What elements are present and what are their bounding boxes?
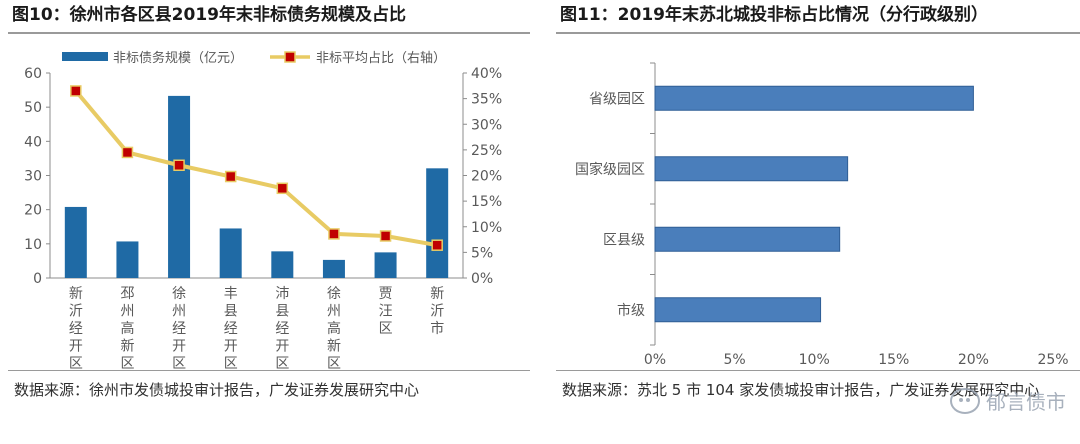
legend-bar-label: 非标债务规模（亿元）	[113, 50, 243, 66]
right-title-rule	[556, 32, 1080, 34]
y-category-label-2: 国家级园区	[575, 161, 645, 178]
ratio-marker-5	[276, 182, 289, 195]
bar-7	[374, 252, 397, 278]
left-bottom-rule	[8, 370, 530, 371]
right-y-tick-label: 15%	[471, 194, 502, 210]
bar-2	[116, 241, 139, 278]
wechat-icon	[950, 387, 980, 414]
legend-line-marker	[284, 51, 296, 63]
ratio-marker-4	[224, 170, 237, 183]
bar-6	[322, 259, 345, 278]
y-category-label-4: 市级	[617, 302, 645, 319]
right-y-tick-label: 25%	[471, 143, 502, 159]
x-category-label-4: 丰县经开区	[224, 286, 238, 372]
ratio-marker-1	[70, 85, 82, 97]
bar-1	[64, 206, 87, 278]
x-category-label-3: 徐州经开区	[172, 286, 186, 372]
x-tick-label-6: 25%	[1037, 352, 1068, 368]
ratio-marker-8	[431, 239, 443, 251]
left-combo-chart: 0 10 20 30 40 50 60 0% 5% 10% 15% 20% 25% 30% 35% 40% 新沂…	[24, 50, 502, 372]
left-y-tick-label: 20	[24, 203, 42, 219]
bar-3	[168, 95, 191, 279]
hbar-2	[654, 156, 849, 182]
hbar-3	[654, 226, 841, 252]
left-y-tick-label: 30	[24, 169, 42, 185]
x-tick-label-4: 15%	[878, 352, 909, 368]
y-category-label-1: 省级园区	[589, 91, 645, 107]
x-category-label-2: 邳州高新区	[120, 286, 134, 372]
x-category-label-1: 新沂经开区	[69, 286, 83, 372]
y-category-label-3: 区县级	[603, 232, 645, 248]
right-y-tick-label: 0%	[471, 271, 493, 287]
left-title-rule	[8, 32, 530, 34]
right-y-tick-label: 30%	[471, 117, 502, 133]
right-y-tick-label: 20%	[471, 169, 502, 185]
right-y-tick-label: 40%	[471, 66, 502, 82]
right-figure-panel: 图11：2019年末苏北城投非标占比情况（分行政级别） 省级园区国家级园区区县级…	[548, 0, 1080, 444]
x-category-label-6: 徐州高新区	[327, 286, 341, 372]
x-category-label-7: 贾汪区	[379, 286, 393, 337]
left-source-note: 数据来源：徐州市发债城投审计报告，广发证券发展研究中心	[14, 381, 420, 399]
x-tick-label-1: 0%	[644, 352, 666, 368]
watermark-text: 郁言债市	[986, 390, 1066, 414]
right-y-tick-label: 5%	[471, 245, 493, 261]
x-tick-label-5: 20%	[958, 352, 989, 368]
ratio-marker-3	[173, 159, 185, 171]
x-tick-label-2: 5%	[723, 352, 745, 368]
hbar-1	[654, 85, 974, 111]
right-bottom-rule	[556, 370, 1080, 371]
left-figure-panel: 图10：徐州市各区县2019年末非标债务规模及占比 0 10 20 30 40 50 60 0…	[0, 0, 530, 444]
ratio-line	[74, 89, 438, 248]
ratio-marker-6	[328, 228, 340, 240]
x-category-label-8: 新沂市	[430, 286, 444, 337]
x-tick-label-3: 10%	[799, 352, 830, 368]
bar-5	[271, 251, 294, 278]
left-y-tick-label: 0	[33, 271, 42, 287]
right-source-note: 数据来源：苏北 5 市 104 家发债城投审计报告，广发证券发展研究中心	[562, 381, 1040, 399]
hbar-4	[654, 297, 822, 323]
left-y-tick-label: 40	[24, 134, 42, 150]
bar-4	[219, 228, 242, 278]
right-figure-title: 图11：2019年末苏北城投非标占比情况（分行政级别）	[560, 5, 988, 25]
legend-bar-swatch	[62, 52, 108, 61]
left-y-tick-label: 50	[24, 100, 42, 116]
right-y-tick-label: 10%	[471, 220, 502, 236]
x-category-label-5: 沛县经开区	[275, 286, 289, 372]
bar-8	[426, 168, 449, 278]
left-figure-title: 图10：徐州市各区县2019年末非标债务规模及占比	[12, 5, 406, 25]
right-y-tick-label: 35%	[471, 92, 502, 108]
ratio-marker-2	[121, 146, 134, 159]
left-y-tick-label: 10	[24, 237, 42, 253]
ratio-marker-7	[379, 230, 392, 242]
legend-line-label: 非标平均占比（右轴）	[316, 51, 446, 66]
watermark: 郁言债市	[950, 386, 1066, 415]
left-y-tick-label: 60	[24, 66, 42, 82]
